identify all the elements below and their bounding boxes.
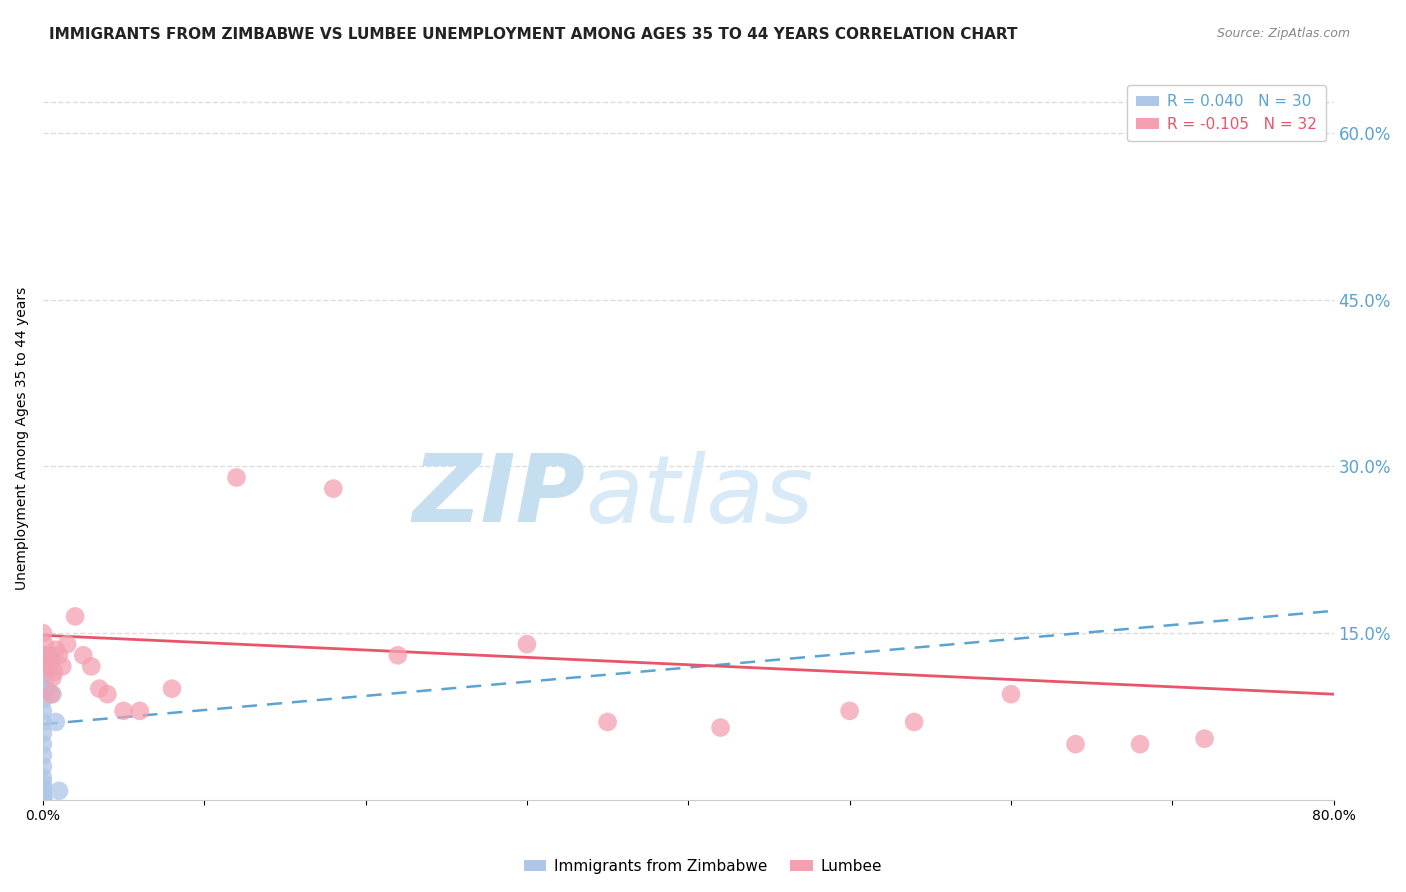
- Point: [838, 704, 860, 718]
- Point: [903, 714, 925, 729]
- Point: [32, 787, 55, 801]
- Text: Source: ZipAtlas.com: Source: ZipAtlas.com: [1216, 27, 1350, 40]
- Y-axis label: Unemployment Among Ages 35 to 44 years: Unemployment Among Ages 35 to 44 years: [15, 287, 30, 591]
- Point: [45, 642, 67, 657]
- Point: [32, 793, 55, 807]
- Point: [96, 687, 118, 701]
- Point: [1194, 731, 1216, 746]
- Point: [709, 721, 731, 735]
- Point: [39, 687, 62, 701]
- Point: [32, 793, 55, 807]
- Point: [32, 726, 55, 740]
- Point: [32, 793, 55, 807]
- Point: [1064, 737, 1087, 751]
- Point: [38, 648, 60, 663]
- Point: [41, 687, 63, 701]
- Point: [32, 793, 55, 807]
- Point: [1129, 737, 1152, 751]
- Point: [32, 626, 55, 640]
- Point: [32, 748, 55, 763]
- Point: [51, 659, 73, 673]
- Point: [32, 714, 55, 729]
- Legend: R = 0.040   N = 30, R = -0.105   N = 32: R = 0.040 N = 30, R = -0.105 N = 32: [1128, 85, 1326, 141]
- Text: IMMIGRANTS FROM ZIMBABWE VS LUMBEE UNEMPLOYMENT AMONG AGES 35 TO 44 YEARS CORREL: IMMIGRANTS FROM ZIMBABWE VS LUMBEE UNEMP…: [49, 27, 1018, 42]
- Legend: Immigrants from Zimbabwe, Lumbee: Immigrants from Zimbabwe, Lumbee: [517, 853, 889, 880]
- Point: [37, 659, 59, 673]
- Point: [112, 704, 135, 718]
- Point: [89, 681, 111, 696]
- Point: [44, 665, 66, 679]
- Point: [32, 648, 55, 663]
- Point: [387, 648, 409, 663]
- Point: [37, 654, 59, 668]
- Point: [34, 637, 56, 651]
- Point: [35, 665, 58, 679]
- Point: [45, 714, 67, 729]
- Point: [35, 648, 58, 663]
- Text: atlas: atlas: [585, 450, 813, 541]
- Point: [160, 681, 183, 696]
- Point: [32, 681, 55, 696]
- Point: [32, 704, 55, 718]
- Point: [56, 637, 79, 651]
- Point: [128, 704, 150, 718]
- Point: [48, 784, 70, 798]
- Point: [32, 781, 55, 796]
- Point: [32, 692, 55, 706]
- Point: [80, 659, 103, 673]
- Point: [48, 648, 70, 663]
- Point: [1000, 687, 1022, 701]
- Point: [39, 648, 62, 663]
- Point: [35, 681, 58, 696]
- Point: [34, 659, 56, 673]
- Point: [41, 671, 63, 685]
- Point: [32, 737, 55, 751]
- Point: [32, 793, 55, 807]
- Point: [225, 470, 247, 484]
- Point: [32, 776, 55, 790]
- Point: [32, 759, 55, 773]
- Point: [63, 609, 86, 624]
- Text: ZIP: ZIP: [412, 450, 585, 542]
- Point: [38, 659, 60, 673]
- Point: [32, 793, 55, 807]
- Point: [596, 714, 619, 729]
- Point: [34, 681, 56, 696]
- Point: [72, 648, 94, 663]
- Point: [32, 793, 55, 807]
- Point: [322, 482, 344, 496]
- Point: [516, 637, 538, 651]
- Point: [32, 771, 55, 785]
